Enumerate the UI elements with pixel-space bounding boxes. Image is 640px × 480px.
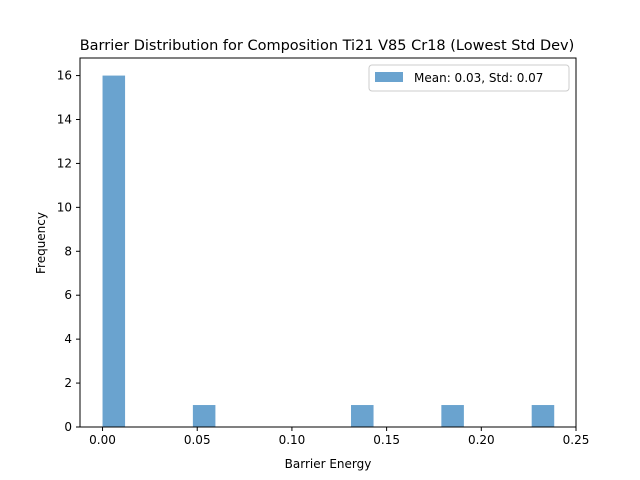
legend: Mean: 0.03, Std: 0.07: [368, 64, 570, 92]
x-tick-label: 0.20: [468, 433, 495, 447]
x-tick-label: 0.00: [89, 433, 116, 447]
y-tick-label: 14: [57, 113, 72, 127]
histogram-bar: [102, 75, 126, 428]
legend-swatch: [375, 72, 403, 82]
legend-box: [368, 64, 570, 92]
y-tick-label: 6: [64, 288, 72, 302]
x-axis-ticks: 0.00 0.05 0.10 0.15 0.20 0.25: [89, 427, 589, 447]
histogram-bar: [531, 405, 555, 427]
y-tick-label: 16: [57, 69, 72, 83]
histogram-bar: [441, 405, 464, 427]
x-tick-label: 0.25: [563, 433, 590, 447]
y-tick-label: 12: [57, 156, 72, 170]
y-tick-label: 8: [64, 244, 72, 258]
y-tick-label: 4: [64, 332, 72, 346]
y-axis-ticks: 0 2 4 6 8 10 12 14 16: [57, 69, 80, 434]
x-tick-label: 0.10: [279, 433, 306, 447]
y-tick-label: 10: [57, 200, 72, 214]
y-tick-label: 0: [64, 420, 72, 434]
bars-group: [102, 75, 555, 428]
x-axis-label: Barrier Energy: [285, 457, 372, 471]
x-tick-label: 0.05: [184, 433, 211, 447]
chart-title: Barrier Distribution for Composition Ti2…: [80, 38, 575, 54]
y-tick-label: 2: [64, 376, 72, 390]
legend-label: Mean: 0.03, Std: 0.07: [414, 71, 543, 85]
histogram-bar: [192, 405, 216, 427]
plot-frame: [79, 57, 577, 428]
x-tick-label: 0.15: [373, 433, 400, 447]
y-axis-label: Frequency: [34, 212, 48, 274]
histogram-bar: [351, 405, 374, 427]
